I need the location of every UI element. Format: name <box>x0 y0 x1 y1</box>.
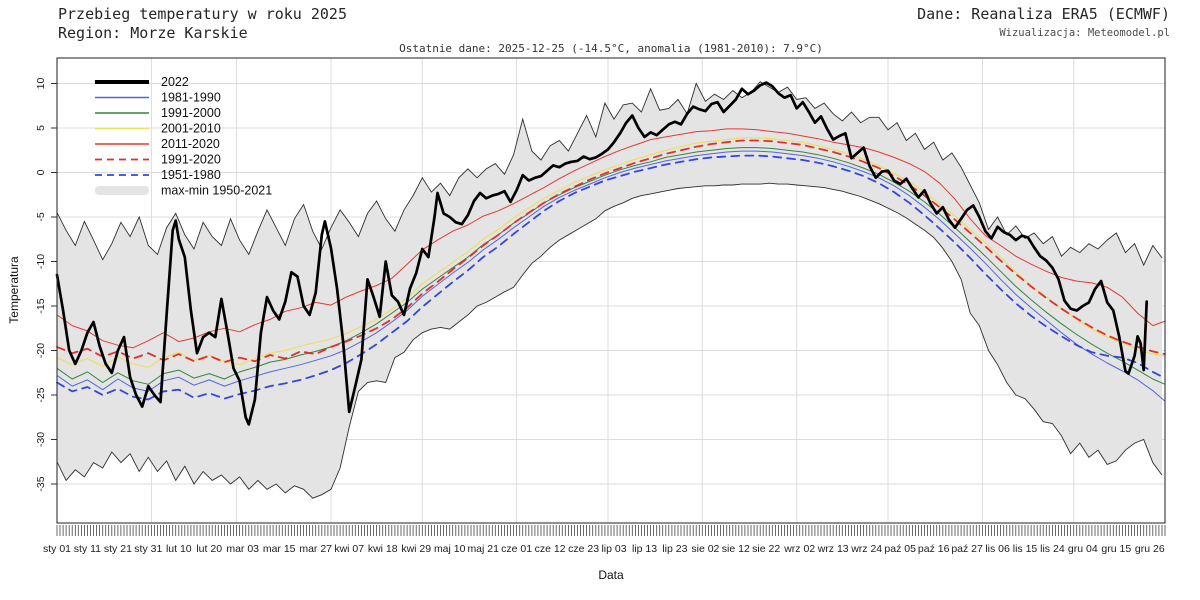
y-tick-label: -15 <box>35 298 47 313</box>
x-tick-label: sty 01 <box>43 543 71 555</box>
y-axis: 10 5 0 -5 -10 -15 -20 -25 -30 -35 <box>35 78 57 492</box>
x-tick-label: sie 02 <box>691 543 719 555</box>
x-tick-label: lip 13 <box>632 543 657 555</box>
x-tick-label: maj 10 <box>434 543 466 555</box>
legend-item-1991-2020: 1991-2020 <box>95 153 221 167</box>
y-tick-label: -35 <box>35 476 47 491</box>
data-source-label: Dane: Reanaliza ERA5 (ECMWF) <box>917 5 1170 23</box>
y-tick-label: 0 <box>35 169 47 175</box>
x-tick-label: cze 12 <box>535 543 566 555</box>
legend-label: max-min 1950-2021 <box>161 184 272 198</box>
x-tick-label: kwi 29 <box>401 543 431 555</box>
x-tick-label: sty 11 <box>74 543 101 555</box>
legend-label: 1991-2020 <box>161 153 221 167</box>
legend-label: 2022 <box>161 75 189 89</box>
legend-item-1951-1980: 1951-1980 <box>95 168 221 182</box>
series-line-2011-2020 <box>56 128 1166 349</box>
plot-border <box>56 57 1166 524</box>
series-line-2001-2010 <box>56 137 1166 368</box>
legend-item-2001-2010: 2001-2010 <box>95 122 221 136</box>
series-line-1991-2020 <box>56 139 1166 364</box>
y-tick-label: -10 <box>35 254 47 269</box>
x-tick-label: kwi 18 <box>368 543 398 555</box>
series-lines <box>55 81 1166 426</box>
legend-label: 1951-1980 <box>161 168 221 182</box>
x-tick-label: gru 26 <box>1135 543 1165 555</box>
series-line-2022 <box>55 81 1149 426</box>
x-tick-label: lip 23 <box>662 543 687 555</box>
x-tick-label: paź 05 <box>884 543 916 555</box>
visualization-credit: Wizualizacja: Meteomodel.pl <box>999 27 1170 39</box>
legend-item-1991-2000: 1991-2000 <box>95 106 221 120</box>
x-tick-label: sie 22 <box>752 543 780 555</box>
y-tick-label: 5 <box>35 125 47 131</box>
y-tick-label: -5 <box>35 212 47 221</box>
x-tick-label: lis 15 <box>1013 543 1038 555</box>
x-tick-label: sty 31 <box>134 543 162 555</box>
y-tick-label: -25 <box>35 387 47 402</box>
legend-item-1981-1990: 1981-1990 <box>95 91 221 105</box>
x-tick-label: gru 04 <box>1068 543 1098 555</box>
last-data-note: Ostatnie dane: 2025-12-25 (-14.5°C, anom… <box>399 42 823 55</box>
x-tick-label: kwi 07 <box>334 543 364 555</box>
y-tick-label: -30 <box>35 432 47 447</box>
x-tick-label: gru 15 <box>1101 543 1131 555</box>
x-tick-label: lis 06 <box>985 543 1010 555</box>
y-tick-label: -20 <box>35 343 47 358</box>
series-line-1991-2000 <box>56 147 1166 385</box>
x-tick-label: lut 10 <box>166 543 192 555</box>
legend-item-2022: 2022 <box>95 75 189 89</box>
x-tick-label: mar 27 <box>299 543 332 555</box>
legend-label: 1991-2000 <box>161 106 221 120</box>
x-tick-label: cze 23 <box>568 543 599 555</box>
x-tick-label: maj 21 <box>467 543 499 555</box>
x-tick-label: cze 01 <box>501 543 532 555</box>
x-tick-label: lut 20 <box>196 543 222 555</box>
page-title: Przebieg temperatury w roku 2025 <box>58 5 347 23</box>
y-tick-label: 10 <box>35 78 47 90</box>
x-tick-label: wrz 13 <box>817 543 849 555</box>
x-tick-label: mar 15 <box>263 543 296 555</box>
minmax-band <box>56 81 1163 499</box>
x-tick-label: sty 21 <box>104 543 132 555</box>
x-tick-label: wrz 24 <box>850 543 882 555</box>
daily-ticks <box>56 525 1166 536</box>
x-tick-label: mar 03 <box>226 543 259 555</box>
band-max-line <box>56 81 1163 267</box>
legend-item-max-min-1950-2021: max-min 1950-2021 <box>95 184 272 198</box>
x-axis: sty 01 sty 11 sty 21 sty 31 lut 10 lut 20 mar … <box>43 543 1165 555</box>
x-tick-label: paź 27 <box>951 543 983 555</box>
x-tick-label: paź 16 <box>918 543 950 555</box>
band-min-line <box>56 182 1163 499</box>
legend-label: 2001-2010 <box>161 122 221 136</box>
y-axis-title: Temperatura <box>7 256 21 324</box>
x-tick-label: lip 03 <box>601 543 626 555</box>
x-tick-label: wrz 02 <box>783 543 815 555</box>
legend-item-2011-2020: 2011-2020 <box>95 137 220 151</box>
x-tick-label: lis 24 <box>1040 543 1065 555</box>
legend-label: 2011-2020 <box>161 137 220 151</box>
x-axis-title: Data <box>598 568 624 582</box>
series-line-1981-1990 <box>56 150 1166 402</box>
region-subtitle: Region: Morze Karskie <box>58 24 248 42</box>
band-fill <box>57 81 1162 499</box>
x-tick-label: sie 12 <box>722 543 750 555</box>
legend-label: 1981-1990 <box>161 91 221 105</box>
legend-band-swatch <box>95 186 149 195</box>
